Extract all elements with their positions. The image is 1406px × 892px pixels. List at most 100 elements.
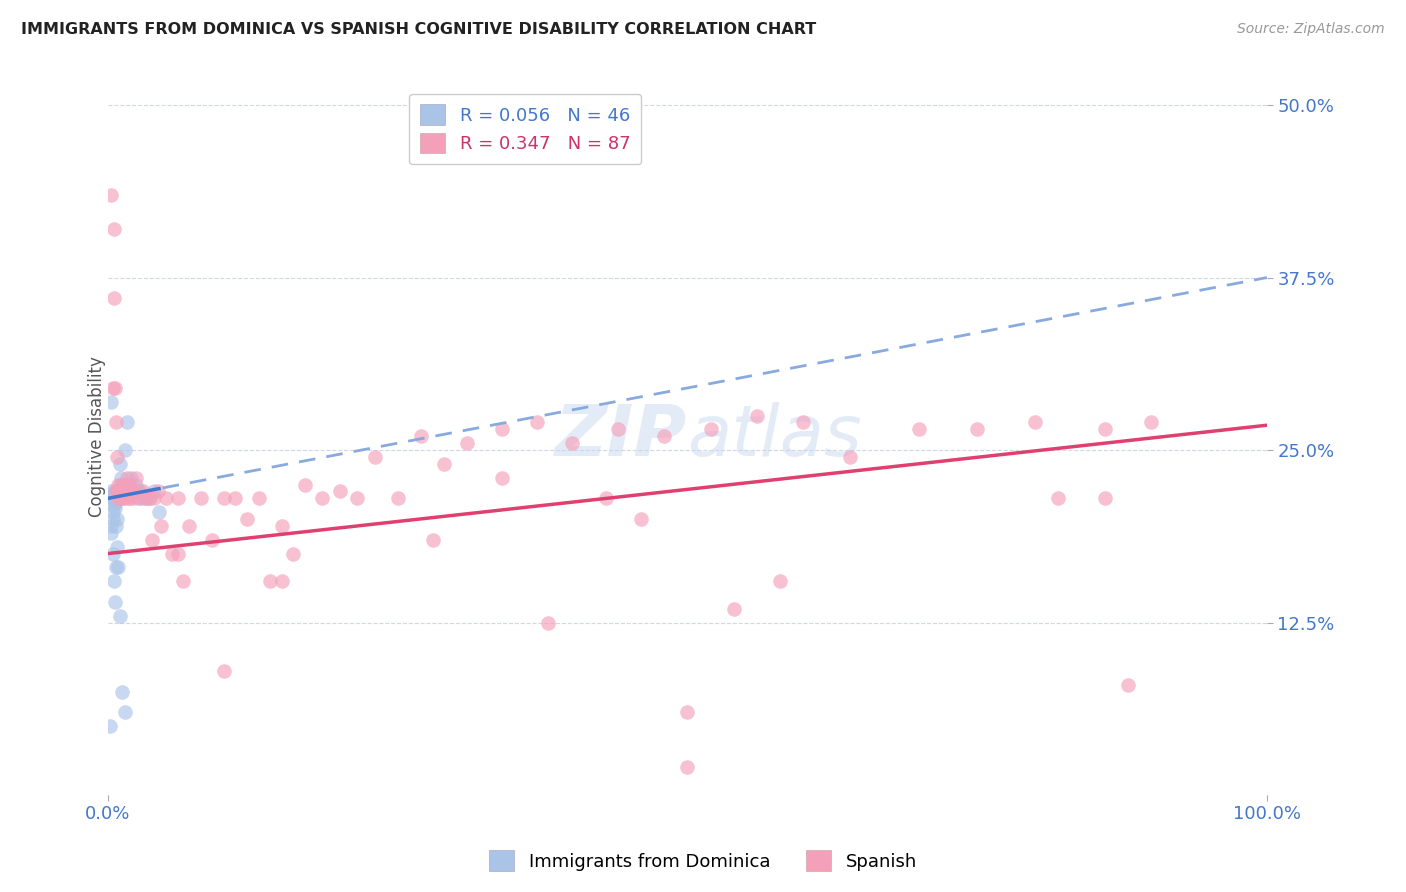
Point (118, 477, 141, 491)
Point (676, 760, 699, 774)
Point (160, 547, 183, 561)
Point (100, 187, 122, 202)
Point (107, 491, 129, 506)
Point (122, 491, 145, 506)
Point (103, 222, 125, 236)
Point (166, 491, 188, 506)
Point (132, 491, 155, 506)
Point (118, 491, 141, 506)
Point (111, 477, 134, 491)
Text: IMMIGRANTS FROM DOMINICA VS SPANISH COGNITIVE DISABILITY CORRELATION CHART: IMMIGRANTS FROM DOMINICA VS SPANISH COGN… (21, 22, 817, 37)
Point (1094, 422, 1116, 436)
Point (114, 477, 136, 491)
Point (104, 595, 127, 609)
Point (107, 487, 129, 501)
Point (1094, 491, 1116, 506)
Point (104, 487, 127, 501)
Point (270, 574, 292, 589)
Point (155, 491, 177, 506)
Point (676, 705, 699, 719)
Point (108, 608, 131, 623)
Point (105, 491, 128, 506)
Point (1024, 416, 1046, 430)
Point (179, 519, 201, 533)
Point (114, 705, 136, 719)
Point (112, 487, 135, 501)
Point (125, 470, 148, 484)
Point (100, 484, 122, 499)
Point (236, 512, 259, 526)
Point (114, 487, 136, 501)
Point (103, 291, 125, 305)
Point (699, 422, 721, 436)
Point (129, 491, 152, 506)
Point (103, 498, 125, 512)
Point (769, 574, 792, 589)
Point (103, 487, 125, 501)
Point (561, 436, 583, 450)
Point (105, 484, 128, 499)
Point (98, 487, 121, 501)
Point (329, 484, 352, 499)
Point (595, 491, 617, 506)
Point (112, 491, 135, 506)
Point (224, 491, 246, 506)
Point (105, 484, 128, 499)
Point (105, 484, 128, 499)
Point (101, 505, 124, 519)
Point (115, 470, 138, 484)
Point (101, 512, 124, 526)
Point (132, 484, 155, 499)
Point (101, 381, 124, 395)
Point (110, 470, 132, 484)
Point (100, 525, 122, 540)
Point (115, 477, 138, 491)
Point (105, 416, 128, 430)
Point (409, 429, 432, 443)
Point (101, 547, 124, 561)
Point (108, 457, 131, 471)
Point (1047, 491, 1070, 506)
Point (104, 381, 127, 395)
Point (105, 450, 128, 464)
Point (190, 491, 212, 506)
Point (107, 477, 129, 491)
Point (111, 684, 134, 698)
Point (120, 470, 142, 484)
Text: atlas: atlas (688, 401, 862, 471)
Point (148, 505, 170, 519)
Point (212, 491, 235, 506)
Point (98, 491, 121, 506)
Point (110, 484, 132, 499)
Point (107, 491, 129, 506)
Point (150, 519, 173, 533)
Point (387, 491, 409, 506)
Point (120, 484, 142, 499)
Point (105, 560, 128, 574)
Text: Source: ZipAtlas.com: Source: ZipAtlas.com (1237, 22, 1385, 37)
Point (966, 422, 988, 436)
Point (104, 495, 127, 509)
Point (745, 409, 768, 423)
Point (127, 491, 149, 506)
Point (141, 533, 163, 547)
Point (110, 491, 132, 506)
Point (294, 477, 316, 491)
Point (652, 429, 675, 443)
Point (100, 519, 122, 533)
Legend: R = 0.056   N = 46, R = 0.347   N = 87: R = 0.056 N = 46, R = 0.347 N = 87 (409, 94, 641, 164)
Point (212, 664, 235, 678)
Point (346, 491, 368, 506)
Point (105, 491, 128, 506)
Point (103, 574, 125, 589)
Point (166, 547, 188, 561)
Point (537, 615, 560, 630)
Point (138, 491, 160, 506)
Point (259, 574, 281, 589)
Point (146, 484, 169, 499)
Point (908, 422, 931, 436)
Point (456, 436, 478, 450)
Point (363, 450, 385, 464)
Point (103, 491, 125, 506)
Point (792, 416, 814, 430)
